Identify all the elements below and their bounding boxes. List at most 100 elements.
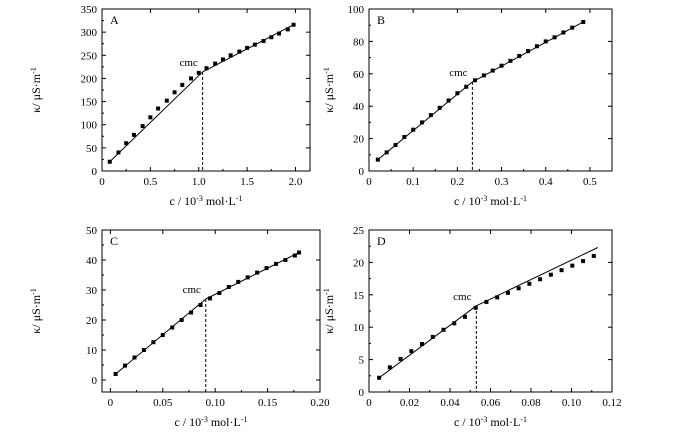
x-tick-label: 0.05 — [153, 397, 173, 409]
data-point — [141, 348, 146, 352]
data-point — [591, 253, 596, 258]
data-point — [516, 286, 521, 291]
data-point — [255, 270, 260, 275]
y-tick-label: 250 — [81, 50, 98, 62]
data-point — [490, 68, 495, 73]
data-point — [508, 58, 513, 63]
data-point — [377, 375, 382, 380]
y-tick-label: 30 — [86, 285, 98, 297]
data-point — [534, 44, 539, 49]
x-axis-label: c / 10-3 mol·L-1 — [454, 415, 527, 430]
data-point — [484, 299, 489, 304]
data-point — [170, 325, 175, 330]
panel-B: 0 0.1 0.2 0.3 0.4 0.5 0 20 40 60 80 100 cmc Bc / 10-3… — [322, 4, 613, 208]
x-tick-label: 0.08 — [521, 397, 541, 409]
x-tick-label: 0 — [108, 397, 114, 409]
data-point — [107, 159, 112, 164]
y-tick-label: 20 — [353, 134, 365, 146]
y-tick-label: 20 — [353, 257, 365, 269]
data-point — [237, 49, 242, 54]
y-tick-label: 50 — [86, 143, 98, 155]
data-point — [269, 35, 274, 40]
y-tick-label: 200 — [81, 73, 98, 85]
x-tick-label: 0.10 — [562, 397, 582, 409]
data-point — [226, 285, 231, 289]
data-point — [538, 277, 543, 282]
data-point — [473, 78, 478, 83]
data-point — [561, 30, 566, 35]
data-point — [123, 363, 128, 368]
data-point — [160, 333, 165, 337]
fit-line — [476, 247, 599, 307]
x-axis-label: c / 10-3 mol·L-1 — [454, 194, 527, 209]
y-tick-label: 80 — [353, 36, 365, 48]
x-tick-label: 0.5 — [583, 176, 597, 188]
y-axis-label: κ/ μS·m-1 — [322, 288, 337, 334]
x-tick-label: 0.02 — [400, 397, 419, 409]
y-axis-label: κ/ μS·m-1 — [322, 67, 337, 113]
data-point — [402, 134, 407, 139]
data-point — [189, 76, 194, 81]
y-tick-label: 0 — [359, 387, 365, 399]
data-point — [527, 281, 532, 286]
panel-letter: D — [377, 234, 386, 248]
data-point — [131, 132, 136, 137]
panel-D: 0 0.02 0.04 0.06 0.08 0.10 0.12 0 5 10 15 20 25 cmc Dc… — [322, 225, 622, 429]
panel-letter: B — [377, 13, 385, 27]
panel-C: 0 0.05 0.10 0.15 0.20 0 10 20 30 40 50 cmc Cc / 10-3… — [29, 225, 331, 429]
x-axis-label: c / 10-3 mol·L-1 — [169, 194, 242, 209]
x-tick-label: 0.3 — [495, 176, 509, 188]
cmc-label: cmc — [183, 284, 201, 296]
x-tick-label: 2.0 — [289, 176, 303, 188]
x-tick-label: 0.4 — [539, 176, 553, 188]
data-point — [559, 268, 564, 273]
data-point — [252, 42, 257, 47]
data-point — [180, 82, 185, 87]
cmc-label: cmc — [449, 67, 467, 79]
data-point — [517, 53, 522, 58]
data-point — [124, 141, 129, 146]
data-point — [261, 38, 266, 43]
x-tick-label: 0.15 — [258, 397, 278, 409]
data-point — [217, 291, 222, 295]
y-tick-label: 10 — [86, 345, 98, 357]
panel-A: 0 0.5 1.0 1.5 2.0 0 50 100 150 200 250 300 350 cmc Ac … — [29, 4, 311, 208]
y-tick-label: 100 — [348, 4, 365, 16]
data-point — [452, 321, 457, 326]
plot-frame — [368, 8, 613, 172]
data-point — [283, 258, 288, 262]
x-tick-label: 0.10 — [206, 397, 226, 409]
x-tick-label: 0.5 — [143, 176, 157, 188]
y-tick-label: 350 — [81, 4, 98, 16]
data-point — [297, 250, 302, 255]
y-tick-label: 5 — [359, 355, 365, 367]
data-point — [292, 253, 297, 258]
y-tick-label: 20 — [86, 315, 98, 327]
y-tick-label: 50 — [86, 225, 98, 237]
data-point — [375, 157, 380, 162]
data-point — [437, 105, 442, 110]
data-point — [140, 124, 145, 129]
data-point — [148, 115, 153, 120]
data-point — [464, 84, 469, 89]
fit-line — [109, 71, 203, 163]
data-point — [420, 120, 425, 125]
data-point — [172, 90, 177, 95]
data-point — [207, 296, 212, 301]
data-point — [273, 261, 278, 266]
data-point — [430, 334, 435, 339]
data-point — [441, 327, 446, 332]
data-point — [164, 98, 169, 103]
x-tick-label: 0.12 — [602, 397, 621, 409]
data-point — [179, 318, 184, 322]
x-axis-label: c / 10-3 mol·L-1 — [174, 415, 247, 430]
data-point — [552, 35, 557, 40]
y-tick-label: 150 — [81, 97, 98, 109]
y-tick-label: 300 — [81, 27, 98, 39]
data-point — [505, 290, 510, 295]
data-point — [570, 25, 575, 30]
data-point — [481, 73, 486, 78]
panel-letter: A — [110, 13, 119, 27]
data-point — [198, 303, 203, 307]
data-point — [409, 349, 414, 354]
